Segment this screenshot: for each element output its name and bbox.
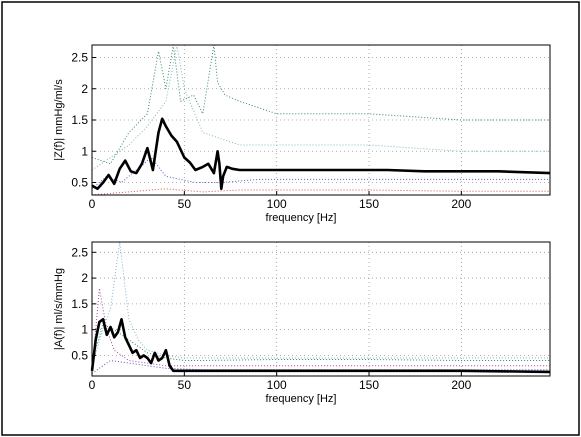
- impedance-x-tick-label: 200: [451, 197, 471, 211]
- admittance-individual-curve: [91, 287, 550, 371]
- impedance-mean-curve: [91, 117, 551, 191]
- admittance-y-tick-label: 1.5: [71, 297, 88, 311]
- admittance-plot: 0 50 100 150 200 0.5 1 1.5 2 2.5 frequency [Hz] |…: [53, 241, 551, 405]
- admittance-y-tick-label: 0.5: [71, 348, 88, 362]
- impedance-y-tick-label: 0.5: [71, 176, 88, 190]
- admittance-x-tick-label: 50: [178, 378, 192, 392]
- impedance-x-tick-label: 50: [178, 197, 192, 211]
- admittance-series: [90, 241, 551, 374]
- impedance-y-tick-label: 1: [81, 144, 88, 158]
- admittance-x-tick-label: 100: [267, 378, 287, 392]
- impedance-plot: 0 50 100 150 200 0.5 1 1.5 2 2.5 frequency [Hz] |…: [53, 44, 551, 224]
- admittance-x-tick-label: 200: [451, 378, 471, 392]
- admittance-axes: [91, 241, 551, 377]
- admittance-y-axis-label: |A(f)| ml/s/mmHg: [53, 268, 65, 350]
- admittance-x-axis-label: frequency [Hz]: [266, 393, 337, 405]
- admittance-mean-curve: [90, 317, 551, 374]
- impedance-individual-curve: [91, 44, 550, 165]
- impedance-series: [91, 44, 551, 196]
- impedance-individual-curve: [91, 188, 550, 196]
- impedance-x-tick-label: 0: [89, 197, 96, 211]
- impedance-ticks: 0 50 100 150 200 0.5 1 1.5 2 2.5: [71, 51, 471, 212]
- admittance-y-tick-label: 2.5: [71, 245, 88, 259]
- admittance-ticks: 0 50 100 150 200 0.5 1 1.5 2 2.5: [71, 245, 471, 392]
- admittance-x-tick-label: 150: [359, 378, 379, 392]
- impedance-x-tick-label: 150: [359, 197, 379, 211]
- admittance-x-tick-label: 0: [89, 378, 96, 392]
- impedance-y-axis-label: |Z(f)| mmHg/ml/s: [53, 79, 65, 161]
- impedance-y-tick-label: 2: [81, 82, 88, 96]
- impedance-x-axis-label: frequency [Hz]: [266, 212, 337, 224]
- impedance-x-tick-label: 100: [267, 197, 287, 211]
- impedance-individual-curve: [91, 44, 550, 171]
- impedance-individual-curve: [91, 157, 550, 190]
- admittance-y-tick-label: 1: [81, 323, 88, 337]
- impedance-y-tick-label: 2.5: [71, 51, 88, 65]
- impedance-y-tick-label: 1.5: [71, 113, 88, 127]
- admittance-y-tick-label: 2: [81, 271, 88, 285]
